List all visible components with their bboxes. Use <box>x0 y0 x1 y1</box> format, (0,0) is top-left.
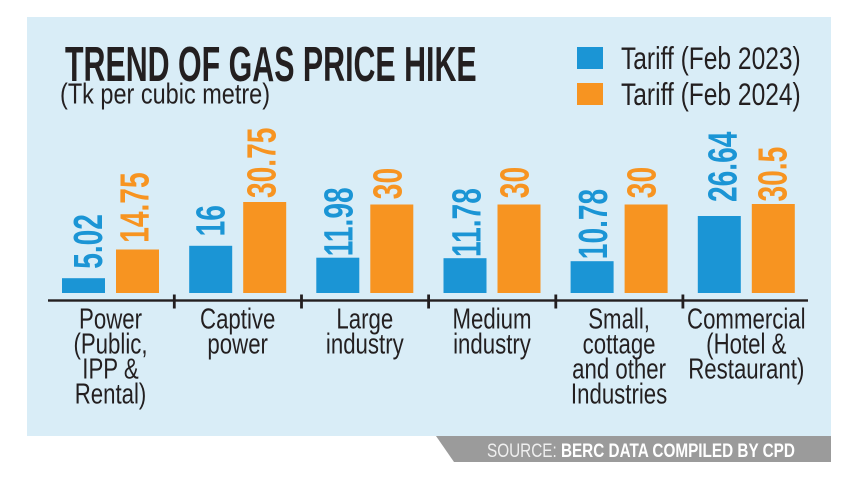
svg-text:Commercial: Commercial <box>687 304 806 335</box>
svg-text:11.78: 11.78 <box>445 188 490 257</box>
svg-text:Industries: Industries <box>571 379 667 410</box>
svg-text:SOURCE: BERC DATA COMPILED BY: SOURCE: BERC DATA COMPILED BY CPD <box>487 439 795 461</box>
svg-text:Power: Power <box>79 304 142 335</box>
svg-text:industry: industry <box>326 329 404 360</box>
svg-text:Medium: Medium <box>452 304 531 335</box>
svg-text:Captive: Captive <box>200 304 275 335</box>
svg-text:Rental): Rental) <box>75 379 147 410</box>
svg-text:30: 30 <box>619 167 664 198</box>
svg-text:Restaurant): Restaurant) <box>688 354 804 385</box>
svg-text:IPP &: IPP & <box>82 354 138 385</box>
svg-text:5.02: 5.02 <box>66 214 111 269</box>
svg-text:14.75: 14.75 <box>113 172 158 242</box>
svg-text:(Hotel &: (Hotel & <box>706 329 786 360</box>
svg-text:11.98: 11.98 <box>317 187 362 256</box>
svg-text:(Tk per cubic metre): (Tk per cubic metre) <box>60 77 270 110</box>
svg-text:Tariff (Feb 2023): Tariff (Feb 2023) <box>621 40 801 76</box>
svg-text:(Public,: (Public, <box>73 329 147 360</box>
svg-text:10.78: 10.78 <box>571 189 616 259</box>
svg-text:30.5: 30.5 <box>751 147 796 202</box>
svg-text:power: power <box>207 329 268 360</box>
svg-text:Small,: Small, <box>588 304 650 335</box>
svg-text:30: 30 <box>365 168 410 199</box>
svg-text:30.75: 30.75 <box>240 128 285 198</box>
svg-text:16: 16 <box>189 205 234 236</box>
svg-text:TREND OF GAS PRICE HIKE: TREND OF GAS PRICE HIKE <box>65 37 477 92</box>
svg-text:cottage: cottage <box>583 329 656 360</box>
svg-text:26.64: 26.64 <box>701 131 746 202</box>
svg-text:30: 30 <box>492 167 537 198</box>
svg-text:and other: and other <box>572 354 666 385</box>
svg-text:Tariff (Feb 2024): Tariff (Feb 2024) <box>621 76 801 112</box>
svg-text:industry: industry <box>453 329 531 360</box>
svg-text:Large: Large <box>336 304 393 335</box>
